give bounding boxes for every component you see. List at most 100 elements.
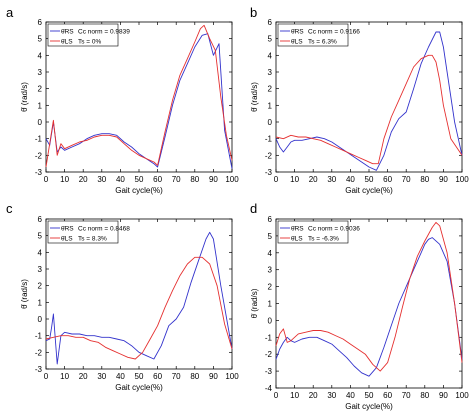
panel-a: a 0 10 20 30 40 50 60 70 80 90 100 -3 -2 -1 0 1 2 3 4 5 6 Gait… — [6, 5, 239, 195]
y-axis-label: θ̇ (rad/s) — [250, 82, 259, 112]
y-axis-label: θ̇ (rad/s) — [20, 82, 29, 112]
x-tick-label: 100 — [225, 175, 239, 184]
panel-letter: d — [250, 201, 257, 216]
y-tick-label: 0 — [38, 118, 43, 127]
y-tick-label: 6 — [268, 18, 273, 27]
y-tick-label: -4 — [265, 384, 273, 393]
series-line-rs — [275, 31, 463, 171]
x-tick-label: 20 — [309, 391, 318, 400]
x-tick-label: 100 — [225, 372, 239, 381]
legend-entry: θ̇RS — [61, 29, 74, 36]
x-tick-label: 70 — [172, 372, 181, 381]
x-tick-label: 90 — [209, 372, 218, 381]
legend-entry: θ̇LS — [291, 39, 303, 46]
x-tick-label: 30 — [327, 391, 336, 400]
legend-entry: θ̇LS — [291, 236, 303, 243]
legend-annotation: Ts = 6.3% — [308, 39, 337, 46]
y-tick-label: -3 — [35, 168, 43, 177]
legend-entry: θ̇LS — [61, 236, 73, 243]
y-tick-label: -2 — [265, 350, 273, 359]
legend-entry: θ̇LS — [61, 39, 73, 46]
x-tick-label: 30 — [97, 175, 106, 184]
legend-annotation: Cc norm = 0.8468 — [78, 226, 130, 233]
legend-box — [277, 220, 349, 244]
legend-annotation: Ts = -6.3% — [308, 236, 339, 243]
series-line-ls — [45, 256, 233, 360]
panel-letter: a — [6, 5, 14, 20]
panel-letter: c — [6, 201, 13, 216]
panel-b: b 0 10 20 30 40 50 60 70 80 90 100 -3 -2 -1 0 1 2 3 4 5 6 Gait… — [250, 5, 469, 195]
legend-annotation: Cc norm = 0.9166 — [308, 29, 360, 36]
y-tick-label: -3 — [265, 168, 273, 177]
y-tick-label: -1 — [265, 333, 273, 342]
y-tick-label: 1 — [268, 300, 273, 309]
x-axis-label: Gait cycle(%) — [345, 402, 393, 411]
x-tick-label: 40 — [346, 175, 355, 184]
x-tick-label: 10 — [290, 175, 299, 184]
y-tick-label: 0 — [268, 316, 273, 325]
x-tick-label: 10 — [290, 391, 299, 400]
series-line-rs — [45, 33, 233, 169]
x-tick-label: 50 — [365, 175, 374, 184]
y-tick-label: 3 — [38, 68, 43, 77]
y-tick-label: 5 — [268, 35, 273, 44]
series-line-ls — [45, 24, 233, 168]
plot-frame — [45, 218, 233, 370]
x-tick-label: 10 — [60, 372, 69, 381]
x-tick-label: 50 — [365, 391, 374, 400]
x-tick-label: 50 — [135, 372, 144, 381]
panel-letter: b — [250, 5, 257, 20]
x-tick-label: 60 — [383, 175, 392, 184]
y-tick-label: 3 — [268, 68, 273, 77]
x-tick-label: 90 — [439, 175, 448, 184]
y-tick-label: 1 — [38, 298, 43, 307]
legend-entry: θ̇RS — [61, 226, 74, 233]
x-tick-label: 40 — [116, 175, 125, 184]
x-tick-label: 0 — [44, 175, 49, 184]
plot-frame — [275, 21, 463, 173]
y-tick-label: -3 — [35, 365, 43, 374]
panel-c: c 0 10 20 30 40 50 60 70 80 90 100 -3 -2 -1 0 1 2 3 4 5 6 Gait… — [6, 201, 239, 392]
x-tick-label: 0 — [274, 391, 279, 400]
x-axis-label: Gait cycle(%) — [345, 186, 393, 195]
x-tick-label: 60 — [383, 391, 392, 400]
y-axis-label: θ̇ (rad/s) — [20, 279, 29, 309]
plot-frame — [45, 21, 233, 173]
x-tick-label: 30 — [327, 175, 336, 184]
y-tick-label: 2 — [268, 85, 273, 94]
legend-box — [47, 23, 119, 47]
legend-box — [47, 220, 119, 244]
y-tick-label: 5 — [38, 232, 43, 241]
legend-annotation: Cc norm = 0.9839 — [78, 29, 130, 36]
x-tick-label: 70 — [172, 175, 181, 184]
x-tick-label: 30 — [97, 372, 106, 381]
y-tick-label: 5 — [268, 232, 273, 241]
x-tick-label: 50 — [135, 175, 144, 184]
y-tick-label: 0 — [38, 315, 43, 324]
y-tick-label: -2 — [35, 348, 43, 357]
y-tick-label: 2 — [268, 283, 273, 292]
x-tick-label: 10 — [60, 175, 69, 184]
legend-entry: θ̇RS — [291, 226, 304, 233]
y-tick-label: 2 — [38, 282, 43, 291]
series-line-ls — [275, 221, 463, 372]
y-tick-label: 0 — [268, 118, 273, 127]
y-tick-label: 3 — [38, 265, 43, 274]
x-tick-label: 100 — [455, 391, 469, 400]
x-tick-label: 20 — [309, 175, 318, 184]
x-tick-label: 20 — [79, 175, 88, 184]
y-tick-label: 6 — [38, 215, 43, 224]
y-tick-label: -3 — [265, 367, 273, 376]
x-tick-label: 90 — [209, 175, 218, 184]
y-tick-label: 6 — [268, 215, 273, 224]
y-tick-label: -2 — [265, 151, 273, 160]
y-tick-label: -1 — [265, 135, 273, 144]
y-tick-label: 4 — [268, 249, 273, 258]
legend-annotation: Ts = 8.3% — [78, 236, 107, 243]
legend-box — [277, 23, 349, 47]
y-tick-label: -1 — [35, 332, 43, 341]
x-tick-label: 40 — [346, 391, 355, 400]
legend-annotation: Ts = 0% — [78, 39, 102, 46]
x-tick-label: 70 — [402, 391, 411, 400]
